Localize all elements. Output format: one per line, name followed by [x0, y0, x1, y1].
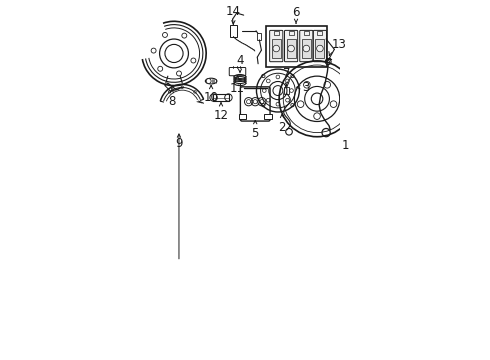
Bar [304, 31, 309, 35]
FancyBboxPatch shape [313, 30, 326, 62]
FancyBboxPatch shape [241, 87, 270, 121]
Bar [302, 39, 311, 58]
Bar [230, 25, 237, 37]
Text: 5: 5 [251, 127, 259, 140]
Bar [264, 114, 272, 119]
Circle shape [273, 45, 279, 52]
Text: 7: 7 [283, 67, 291, 80]
Text: 2: 2 [278, 121, 286, 135]
Text: 14: 14 [226, 5, 241, 18]
Bar [266, 26, 326, 67]
FancyBboxPatch shape [270, 30, 283, 62]
Bar [289, 31, 294, 35]
Text: 4: 4 [236, 54, 244, 67]
Bar [257, 33, 261, 40]
Bar [239, 114, 246, 119]
Bar [272, 39, 281, 58]
Text: 1: 1 [342, 139, 349, 152]
Bar [213, 94, 229, 101]
Bar [316, 39, 324, 58]
FancyBboxPatch shape [285, 30, 298, 62]
Text: 12: 12 [214, 109, 228, 122]
Text: 10: 10 [204, 91, 219, 104]
Text: 11: 11 [230, 82, 245, 95]
Bar [318, 31, 322, 35]
Bar [287, 39, 295, 58]
Circle shape [317, 45, 323, 52]
Ellipse shape [205, 78, 217, 84]
Bar [285, 87, 290, 94]
Text: 3: 3 [303, 81, 310, 94]
Bar [274, 31, 279, 35]
Text: 6: 6 [292, 6, 300, 19]
Text: 9: 9 [175, 137, 183, 150]
FancyBboxPatch shape [300, 30, 313, 62]
Circle shape [288, 45, 294, 52]
Text: 13: 13 [331, 38, 346, 51]
Ellipse shape [206, 78, 211, 84]
Text: 8: 8 [168, 95, 175, 108]
FancyBboxPatch shape [229, 67, 246, 76]
Circle shape [303, 45, 310, 52]
